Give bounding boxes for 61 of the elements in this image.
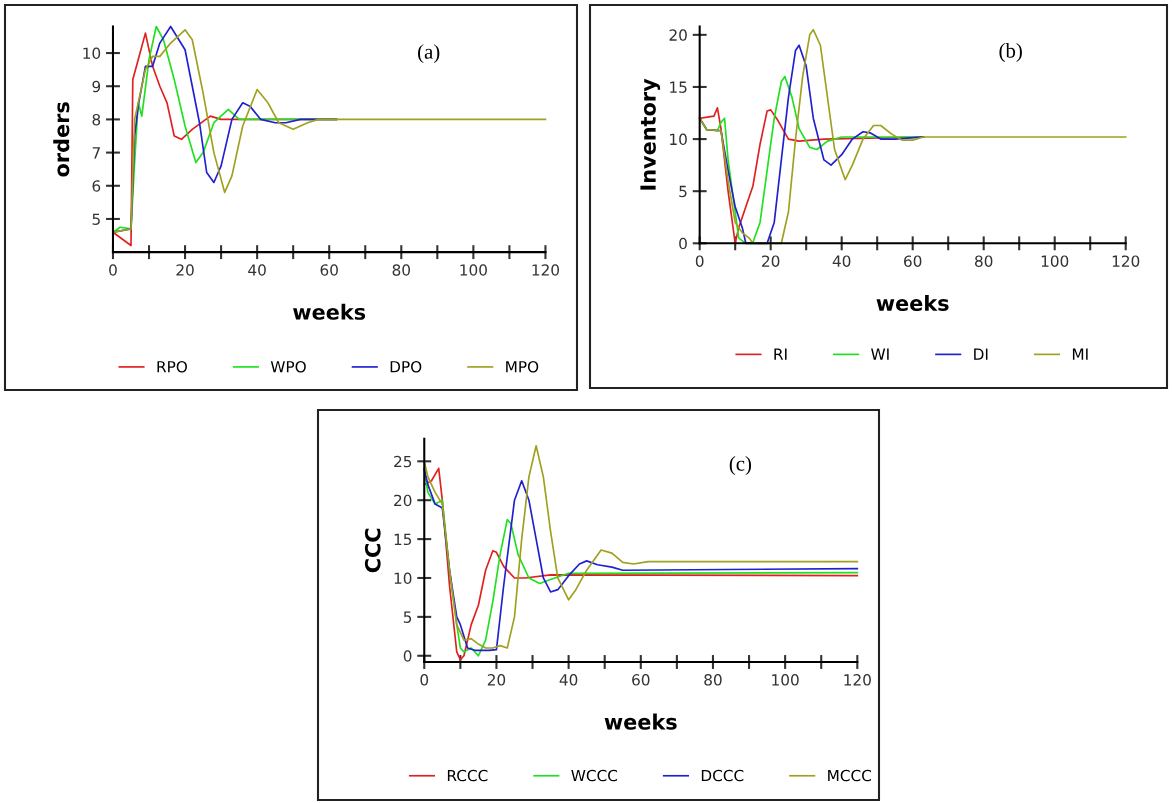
y-tick-label: 20 bbox=[669, 29, 687, 41]
x-tick-label: 40 bbox=[559, 674, 578, 686]
annotation: (a) bbox=[418, 44, 440, 64]
x-tick-label: 0 bbox=[109, 264, 117, 276]
y-tick-label: 10 bbox=[394, 572, 412, 585]
x-axis-title: weeks bbox=[876, 294, 949, 312]
line-series bbox=[698, 28, 1127, 245]
legend-label: WCCC bbox=[571, 769, 618, 782]
x-tick-label: 0 bbox=[420, 674, 429, 686]
x-tick-label: 60 bbox=[632, 674, 650, 686]
x-tick-label: 0 bbox=[695, 255, 704, 267]
y-axis-title: CCC bbox=[364, 528, 381, 573]
x-tick-label: 40 bbox=[248, 264, 266, 276]
y-axis-title: Inventory bbox=[640, 78, 661, 190]
x-tick-label: 60 bbox=[904, 255, 922, 267]
y-axis-title: orders bbox=[53, 102, 70, 177]
x-tick-label: 100 bbox=[1041, 255, 1069, 267]
x-tick-label: 80 bbox=[704, 674, 722, 686]
x-tick-label: 60 bbox=[320, 264, 338, 276]
y-tick-label: 5 bbox=[403, 611, 412, 623]
x-axis-title: weeks bbox=[293, 303, 366, 320]
legend-label: WI bbox=[871, 348, 889, 360]
y-tick-label: 5 bbox=[92, 213, 100, 225]
legend-label: DI bbox=[974, 348, 988, 360]
x-tick-label: 80 bbox=[392, 264, 410, 276]
legend-label: RPO bbox=[157, 360, 187, 373]
annotation: (b) bbox=[999, 43, 1022, 62]
x-tick-label: 20 bbox=[487, 674, 506, 686]
legend-label: MPO bbox=[506, 360, 539, 373]
x-tick-label: 120 bbox=[1112, 255, 1140, 267]
annotation: (c) bbox=[729, 456, 752, 475]
x-axis-title: weeks bbox=[604, 713, 677, 730]
y-tick-label: 8 bbox=[92, 113, 101, 126]
y-tick-label: 5 bbox=[679, 185, 687, 198]
y-tick-label: 7 bbox=[92, 147, 100, 159]
x-tick-label: 20 bbox=[176, 264, 194, 276]
y-tick-label: 20 bbox=[394, 494, 412, 507]
x-tick-label: 120 bbox=[532, 264, 560, 276]
legend-label: RI bbox=[774, 348, 787, 360]
legend-label: MCCC bbox=[828, 769, 872, 782]
x-tick-label: 40 bbox=[832, 255, 851, 267]
y-tick-label: 9 bbox=[92, 80, 101, 93]
x-tick-label: 100 bbox=[460, 264, 487, 276]
legend-label: WPO bbox=[270, 360, 306, 373]
y-tick-label: 15 bbox=[394, 533, 412, 546]
y-tick-label: 25 bbox=[394, 455, 412, 468]
line-series bbox=[112, 28, 547, 234]
y-tick-label: 0 bbox=[403, 650, 412, 662]
x-tick-label: 80 bbox=[975, 255, 993, 267]
x-tick-label: 100 bbox=[772, 674, 799, 686]
x-tick-label: 120 bbox=[844, 674, 871, 686]
legend-label: DCCC bbox=[701, 769, 744, 782]
y-tick-label: 10 bbox=[670, 133, 687, 146]
y-tick-label: 10 bbox=[83, 47, 101, 60]
y-tick-label: 0 bbox=[679, 237, 687, 250]
y-tick-label: 15 bbox=[670, 81, 687, 93]
legend-label: RCCC bbox=[447, 769, 488, 782]
legend-label: MI bbox=[1072, 348, 1088, 360]
legend-label: DPO bbox=[390, 360, 422, 373]
x-tick-label: 20 bbox=[762, 255, 780, 267]
y-tick-label: 6 bbox=[92, 180, 101, 192]
